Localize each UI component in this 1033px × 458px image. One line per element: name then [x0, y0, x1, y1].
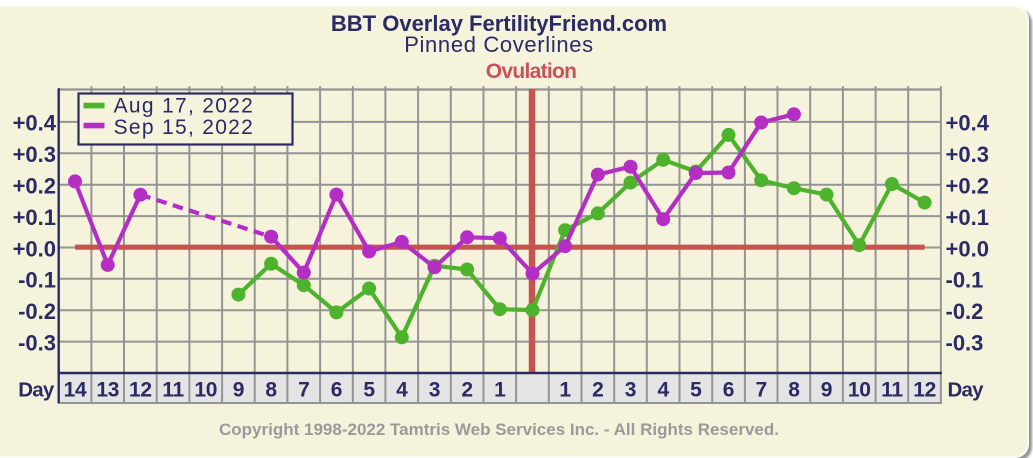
svg-text:+0.0: +0.0 — [13, 236, 56, 261]
svg-text:11: 11 — [162, 379, 184, 402]
svg-text:12: 12 — [913, 379, 936, 402]
svg-text:-0.2: -0.2 — [18, 299, 56, 324]
svg-text:4: 4 — [658, 379, 670, 402]
svg-text:-0.2: -0.2 — [946, 299, 984, 324]
svg-text:13: 13 — [96, 379, 119, 402]
svg-text:-0.3: -0.3 — [18, 330, 56, 355]
svg-text:Day: Day — [18, 379, 55, 402]
svg-text:+0.2: +0.2 — [13, 174, 56, 199]
svg-text:Sep 15, 2022: Sep 15, 2022 — [114, 116, 255, 139]
svg-text:-0.1: -0.1 — [946, 268, 984, 293]
svg-text:6: 6 — [331, 379, 342, 402]
svg-text:+0.4: +0.4 — [946, 111, 990, 136]
svg-text:2: 2 — [461, 379, 472, 402]
svg-text:6: 6 — [723, 379, 734, 402]
svg-text:3: 3 — [625, 379, 636, 402]
svg-text:-0.1: -0.1 — [18, 268, 56, 293]
svg-text:4: 4 — [396, 379, 408, 402]
svg-text:7: 7 — [756, 379, 767, 402]
svg-text:+0.1: +0.1 — [946, 205, 989, 230]
svg-text:8: 8 — [788, 379, 800, 402]
svg-text:9: 9 — [233, 379, 244, 402]
svg-text:+0.4: +0.4 — [13, 111, 57, 136]
svg-text:11: 11 — [881, 379, 903, 402]
svg-text:10: 10 — [848, 379, 871, 402]
svg-text:+0.3: +0.3 — [946, 142, 989, 167]
svg-text:+0.3: +0.3 — [13, 142, 56, 167]
svg-text:8: 8 — [265, 379, 277, 402]
svg-text:+0.0: +0.0 — [946, 236, 989, 261]
svg-text:9: 9 — [821, 379, 832, 402]
svg-text:-0.3: -0.3 — [946, 330, 984, 355]
svg-text:12: 12 — [129, 379, 152, 402]
svg-text:7: 7 — [298, 379, 309, 402]
svg-text:Aug 17, 2022: Aug 17, 2022 — [114, 94, 255, 117]
svg-text:5: 5 — [690, 379, 702, 402]
svg-text:10: 10 — [194, 379, 217, 402]
svg-text:14: 14 — [64, 379, 87, 402]
svg-text:Day: Day — [948, 379, 985, 402]
svg-text:3: 3 — [429, 379, 440, 402]
svg-text:+0.2: +0.2 — [946, 174, 989, 199]
svg-text:2: 2 — [592, 379, 603, 402]
svg-text:5: 5 — [363, 379, 375, 402]
svg-text:1: 1 — [559, 379, 571, 402]
svg-text:+0.1: +0.1 — [13, 205, 56, 230]
svg-text:1: 1 — [494, 379, 506, 402]
